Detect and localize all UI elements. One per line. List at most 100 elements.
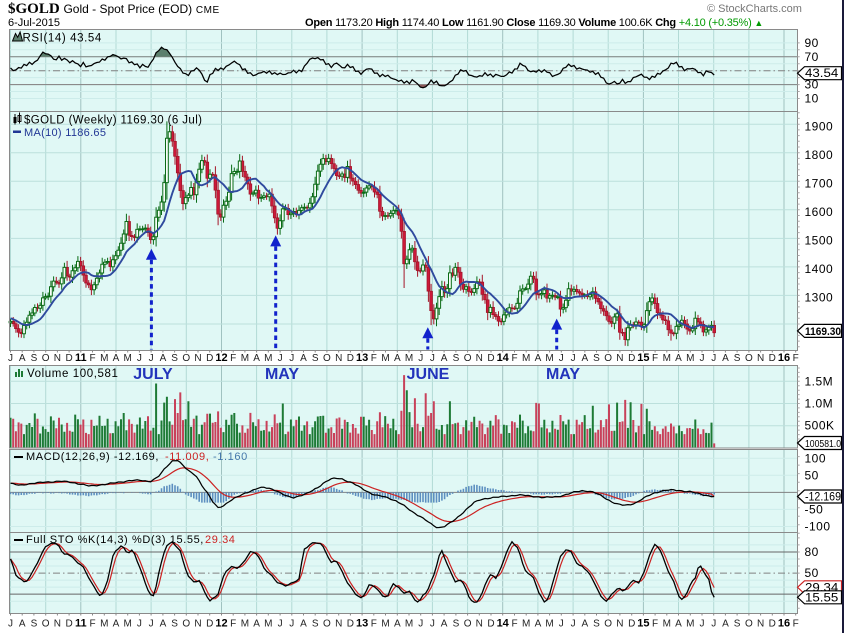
svg-text:D: D [206, 619, 213, 630]
svg-text:11: 11 [75, 352, 87, 364]
svg-text:M: M [663, 353, 671, 364]
svg-text:S: S [31, 619, 38, 630]
svg-text:RSI(14) 43.54: RSI(14) 43.54 [23, 33, 102, 45]
svg-text:100581.0: 100581.0 [805, 439, 841, 450]
svg-text:-12.169: -12.169 [805, 492, 841, 504]
svg-text:M: M [100, 619, 108, 630]
svg-text:F: F [511, 619, 517, 630]
svg-text:A: A [535, 353, 542, 364]
svg-text:N: N [757, 619, 764, 630]
svg-text:F: F [793, 619, 799, 630]
svg-text:S: S [453, 619, 460, 630]
svg-text:43.54: 43.54 [805, 68, 839, 80]
svg-text:-50: -50 [805, 503, 824, 517]
svg-text:S: S [734, 353, 741, 364]
svg-text:J: J [289, 619, 294, 630]
svg-text:-100: -100 [805, 520, 831, 534]
svg-text:A: A [253, 619, 260, 630]
svg-text:M: M [124, 619, 132, 630]
svg-text:N: N [194, 619, 201, 630]
svg-text:J: J [8, 619, 13, 630]
svg-text:D: D [769, 619, 776, 630]
svg-text:A: A [675, 353, 682, 364]
svg-text:M: M [100, 353, 108, 364]
svg-text:F: F [511, 353, 517, 364]
svg-text:F: F [89, 353, 95, 364]
svg-text:MACD(12,26,9) -12.169,: MACD(12,26,9) -12.169, [26, 451, 159, 463]
svg-text:F: F [793, 353, 799, 364]
svg-text:D: D [628, 353, 635, 364]
svg-text:S: S [171, 619, 178, 630]
svg-text:70: 70 [805, 50, 819, 64]
svg-text:M: M [241, 353, 249, 364]
svg-text:F: F [230, 353, 236, 364]
svg-text:J: J [559, 619, 564, 630]
svg-text:80: 80 [805, 545, 819, 559]
svg-text:500K: 500K [805, 419, 835, 433]
svg-text:S: S [312, 353, 319, 364]
svg-text:A: A [253, 353, 260, 364]
svg-text:12: 12 [215, 618, 227, 630]
svg-text:A: A [19, 353, 26, 364]
svg-text:JUNE: JUNE [407, 366, 450, 383]
svg-text:A: A [722, 619, 729, 630]
svg-text:S: S [171, 353, 178, 364]
svg-text:A: A [300, 619, 307, 630]
svg-text:O: O [745, 353, 753, 364]
svg-text:J: J [700, 353, 705, 364]
svg-text:A: A [160, 353, 167, 364]
svg-text:O: O [323, 619, 331, 630]
svg-text:D: D [347, 353, 354, 364]
svg-text:D: D [65, 619, 72, 630]
svg-text:N: N [476, 353, 483, 364]
svg-text:29.34: 29.34 [205, 534, 236, 546]
svg-text:S: S [593, 619, 600, 630]
svg-text:F: F [371, 353, 377, 364]
svg-text:-11.009,: -11.009, [165, 451, 209, 463]
svg-text:N: N [194, 353, 201, 364]
svg-text:M: M [522, 353, 530, 364]
svg-text:1900: 1900 [805, 119, 834, 133]
svg-text:O: O [182, 353, 190, 364]
svg-text:Full STO %K(14,3) %D(3) 15.55,: Full STO %K(14,3) %D(3) 15.55, [26, 534, 204, 546]
svg-text:S: S [593, 353, 600, 364]
svg-text:M: M [545, 353, 553, 364]
svg-text:J: J [418, 619, 423, 630]
svg-text:A: A [394, 619, 401, 630]
svg-text:10: 10 [805, 92, 819, 106]
svg-text:1600: 1600 [805, 205, 834, 219]
svg-text:O: O [464, 619, 472, 630]
svg-text:J: J [571, 353, 576, 364]
svg-text:A: A [113, 353, 120, 364]
svg-text:MAY: MAY [546, 366, 580, 383]
svg-text:O: O [604, 619, 612, 630]
svg-text:O: O [323, 353, 331, 364]
svg-text:J: J [149, 619, 154, 630]
svg-text:J: J [711, 619, 716, 630]
svg-text:1800: 1800 [805, 148, 834, 162]
svg-text:F: F [89, 619, 95, 630]
svg-text:$GOLD (Weekly) 1169.30 (6 Jul): $GOLD (Weekly) 1169.30 (6 Jul) [24, 115, 202, 127]
svg-text:S: S [453, 353, 460, 364]
svg-text:14: 14 [497, 618, 510, 630]
svg-text:J: J [571, 619, 576, 630]
svg-text:J: J [700, 619, 705, 630]
svg-text:A: A [441, 619, 448, 630]
svg-text:J: J [418, 353, 423, 364]
svg-text:1500: 1500 [805, 234, 834, 248]
svg-text:J: J [430, 353, 435, 364]
svg-text:F: F [371, 619, 377, 630]
svg-text:N: N [335, 619, 342, 630]
svg-text:A: A [19, 619, 26, 630]
svg-text:S: S [312, 619, 319, 630]
svg-text:A: A [581, 619, 588, 630]
svg-text:M: M [381, 353, 389, 364]
svg-text:A: A [675, 619, 682, 630]
svg-text:A: A [394, 353, 401, 364]
svg-text:50: 50 [805, 566, 819, 580]
svg-text:F: F [652, 353, 658, 364]
svg-text:Volume 100,581: Volume 100,581 [27, 368, 119, 380]
svg-text:N: N [54, 353, 61, 364]
svg-text:D: D [487, 619, 494, 630]
svg-text:1700: 1700 [805, 176, 834, 190]
